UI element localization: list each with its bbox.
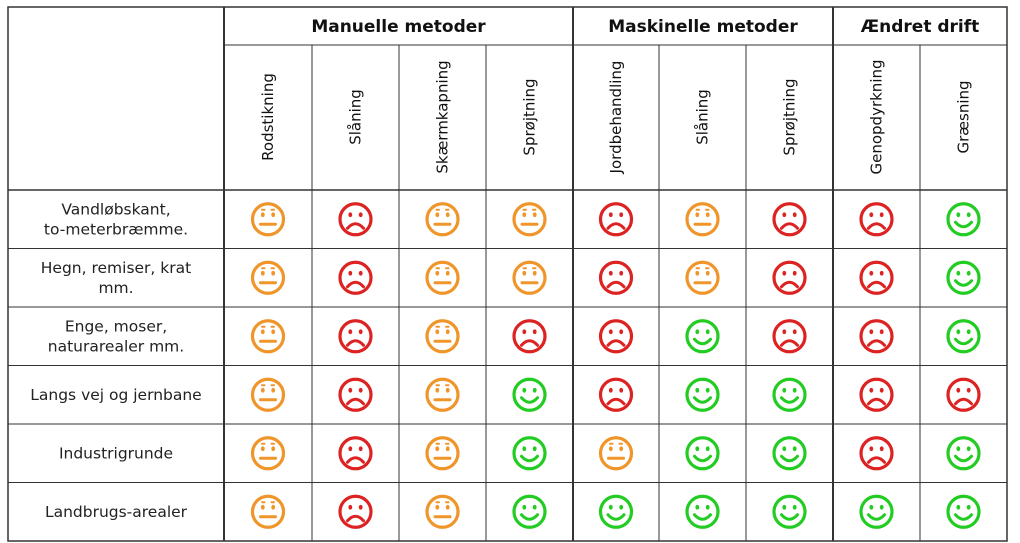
neutral-face-icon: [512, 202, 547, 237]
happy-face-icon: [512, 377, 547, 412]
happy-face-icon: [946, 436, 981, 471]
happy-face-icon: [859, 494, 894, 529]
neutral-face-icon: [425, 377, 460, 412]
row-label: mm.: [98, 279, 133, 297]
neutral-face-icon: [598, 436, 634, 471]
sad-face-icon: [859, 436, 894, 471]
happy-face-icon: [946, 494, 981, 529]
sad-face-icon: [338, 377, 373, 412]
happy-face-icon: [772, 436, 807, 471]
sad-face-icon: [859, 377, 894, 412]
column-header: Genopdyrkning: [868, 59, 886, 174]
happy-face-icon: [772, 377, 807, 412]
neutral-face-icon: [685, 202, 720, 237]
row-label: Hegn, remiser, krat: [41, 259, 191, 277]
neutral-face-icon: [685, 260, 720, 295]
sad-face-icon: [772, 260, 807, 295]
column-header: Sprøjtning: [781, 78, 799, 155]
happy-face-icon: [598, 494, 634, 529]
happy-face-icon: [512, 494, 547, 529]
column-header: Rodstikning: [259, 73, 277, 161]
happy-face-icon: [946, 260, 981, 295]
row-label: naturarealer mm.: [48, 337, 184, 355]
column-header: Slåning: [347, 89, 365, 145]
neutral-face-icon: [425, 494, 460, 529]
sad-face-icon: [946, 377, 981, 412]
group-header: Manuelle metoder: [311, 17, 486, 37]
sad-face-icon: [598, 319, 634, 354]
neutral-face-icon: [250, 494, 286, 529]
neutral-face-icon: [512, 260, 547, 295]
sad-face-icon: [859, 319, 894, 354]
row-label: Langs vej og jernbane: [30, 386, 201, 404]
table-border: [7, 6, 1008, 542]
neutral-face-icon: [250, 260, 286, 295]
sad-face-icon: [859, 202, 894, 237]
happy-face-icon: [772, 494, 807, 529]
sad-face-icon: [512, 319, 547, 354]
happy-face-icon: [685, 494, 720, 529]
neutral-face-icon: [425, 319, 460, 354]
neutral-face-icon: [250, 436, 286, 471]
sad-face-icon: [859, 260, 894, 295]
sad-face-icon: [598, 377, 634, 412]
sad-face-icon: [338, 494, 373, 529]
table-grid: [7, 6, 1008, 542]
row-label: to-meterbræmme.: [44, 220, 188, 238]
row-label: Vandløbskant,: [61, 200, 170, 218]
column-header: Skærmkapning: [434, 60, 452, 173]
sad-face-icon: [598, 260, 634, 295]
sad-face-icon: [772, 202, 807, 237]
neutral-face-icon: [425, 202, 460, 237]
column-header: Sprøjtning: [521, 78, 539, 155]
group-header: Ændret drift: [861, 17, 980, 37]
sad-face-icon: [338, 202, 373, 237]
happy-face-icon: [685, 377, 720, 412]
sad-face-icon: [338, 436, 373, 471]
sad-face-icon: [338, 260, 373, 295]
happy-face-icon: [946, 319, 981, 354]
column-header: Jordbehandling: [607, 61, 625, 175]
row-label: Landbrugs-arealer: [45, 503, 188, 521]
neutral-face-icon: [425, 436, 460, 471]
neutral-face-icon: [250, 377, 286, 412]
sad-face-icon: [338, 319, 373, 354]
row-label: Industrigrunde: [59, 444, 173, 462]
group-header: Maskinelle metoder: [608, 17, 798, 37]
happy-face-icon: [685, 319, 720, 354]
neutral-face-icon: [250, 319, 286, 354]
row-label: Enge, moser,: [65, 317, 167, 335]
neutral-face-icon: [250, 202, 286, 237]
sad-face-icon: [598, 202, 634, 237]
column-header: Slåning: [694, 89, 712, 145]
happy-face-icon: [512, 436, 547, 471]
column-header: Græsning: [955, 80, 973, 153]
neutral-face-icon: [425, 260, 460, 295]
happy-face-icon: [946, 202, 981, 237]
happy-face-icon: [685, 436, 720, 471]
sad-face-icon: [772, 319, 807, 354]
